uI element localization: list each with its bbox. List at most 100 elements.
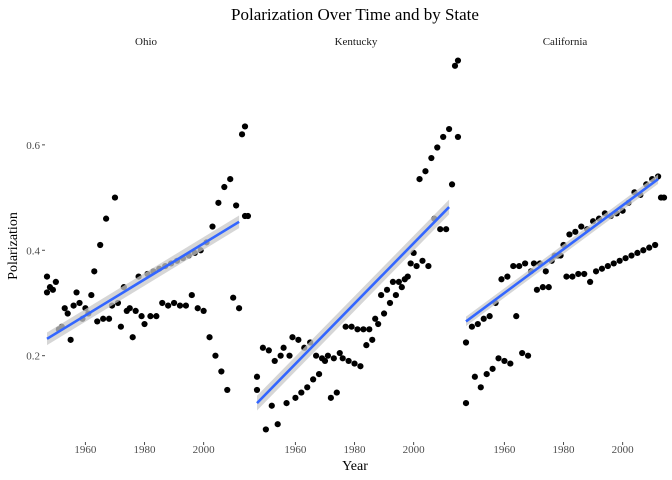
data-point (498, 276, 505, 283)
data-point (94, 318, 101, 325)
facet-strip-label: Ohio (135, 36, 158, 48)
data-point (241, 123, 249, 130)
data-point (126, 305, 133, 312)
data-point (315, 371, 323, 378)
data-point (640, 247, 647, 254)
data-point (170, 299, 178, 307)
data-point (327, 394, 334, 401)
facet-panel-kentucky: Kentucky 1960 1980 2000 (253, 36, 462, 456)
data-point (212, 352, 219, 359)
data-point (398, 284, 405, 291)
data-point (221, 183, 228, 191)
data-point (522, 260, 529, 267)
data-point (354, 326, 361, 333)
data-point (425, 262, 432, 270)
data-point (652, 241, 659, 249)
data-point (477, 384, 484, 391)
data-point (253, 386, 261, 394)
data-point (244, 212, 252, 220)
data-point (73, 289, 80, 296)
data-point (283, 400, 290, 407)
data-point (416, 176, 423, 183)
data-point (622, 255, 629, 262)
data-point (407, 260, 414, 267)
data-point (610, 260, 617, 267)
data-point (489, 365, 496, 372)
data-point (224, 386, 231, 394)
data-point (628, 252, 635, 259)
data-point (428, 154, 435, 162)
chart-title: Polarization Over Time and by State (231, 5, 479, 24)
data-point (153, 313, 160, 320)
data-point (324, 352, 332, 359)
data-point (218, 368, 225, 375)
data-point (348, 323, 355, 330)
x-tick-label: 1980 (134, 444, 157, 456)
data-point (200, 307, 207, 314)
data-point (159, 299, 166, 307)
data-point (451, 62, 459, 69)
data-point (265, 347, 272, 354)
data-point (504, 273, 511, 280)
data-point (542, 268, 549, 275)
data-point (147, 313, 154, 320)
data-point (468, 323, 476, 330)
data-point (238, 131, 246, 138)
data-point (215, 199, 222, 206)
data-point (524, 352, 532, 359)
data-point (366, 326, 373, 333)
data-point (76, 299, 83, 307)
data-point (105, 315, 113, 322)
data-point (443, 226, 450, 233)
data-point (434, 144, 441, 151)
data-point (274, 421, 281, 428)
x-tick-label: 1960 (74, 444, 97, 456)
facet-strip-label: California (543, 36, 588, 48)
data-point (103, 215, 110, 222)
data-point (357, 363, 364, 370)
data-point (380, 310, 388, 317)
data-point (233, 202, 240, 209)
data-point (563, 273, 570, 280)
trend-line (465, 178, 659, 323)
data-point (519, 349, 526, 357)
data-point (342, 323, 349, 330)
data-point (286, 352, 293, 359)
data-point (566, 231, 573, 238)
data-point (310, 376, 317, 383)
y-axis: 0.2 0.4 0.6 (26, 140, 45, 363)
data-point (165, 302, 172, 309)
trend-line (46, 220, 240, 340)
data-point (188, 291, 195, 299)
data-point (333, 389, 340, 396)
data-point (67, 336, 74, 343)
data-point (235, 305, 243, 312)
data-point (262, 426, 269, 433)
data-point (454, 133, 462, 141)
data-point (616, 257, 623, 264)
data-point (61, 305, 68, 312)
data-point (372, 315, 379, 322)
trend-line (256, 206, 451, 405)
data-point (480, 315, 487, 322)
data-point (111, 194, 119, 201)
data-point (404, 273, 411, 280)
data-point (569, 273, 576, 280)
data-point (182, 302, 189, 309)
data-point (100, 315, 107, 322)
data-point (369, 336, 376, 343)
data-point (510, 262, 517, 270)
scatter-points (462, 173, 668, 407)
x-axis-title: Year (342, 459, 368, 474)
data-point (395, 278, 402, 285)
data-point (230, 294, 237, 301)
data-point (43, 289, 51, 296)
data-point (437, 226, 444, 233)
data-point (339, 355, 346, 362)
data-point (289, 334, 296, 341)
data-point (462, 339, 470, 346)
data-point (440, 133, 447, 141)
data-point (454, 57, 462, 64)
data-point (70, 302, 77, 309)
